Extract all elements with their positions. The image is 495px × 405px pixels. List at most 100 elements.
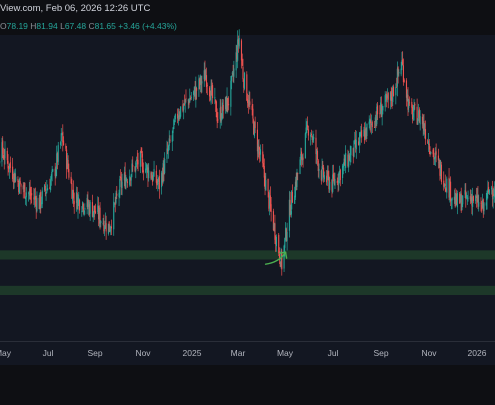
candle-346 bbox=[353, 140, 354, 157]
candle-body bbox=[284, 246, 285, 269]
plot-background bbox=[0, 35, 495, 341]
open-value: 78.19 bbox=[7, 21, 28, 31]
candle-body bbox=[271, 204, 272, 212]
candle-body bbox=[94, 206, 95, 213]
candle-body bbox=[487, 191, 488, 200]
candle-body bbox=[483, 203, 484, 211]
candle-body bbox=[17, 179, 18, 182]
candle-body bbox=[228, 104, 229, 105]
candle-body bbox=[311, 134, 312, 135]
candle-body bbox=[185, 98, 186, 99]
candle-body bbox=[333, 173, 334, 178]
candle-body bbox=[246, 74, 247, 100]
candle-body bbox=[313, 137, 314, 138]
candle-body bbox=[50, 180, 51, 191]
candle-body bbox=[4, 149, 5, 159]
candle-body bbox=[258, 146, 259, 150]
candle-body bbox=[119, 179, 120, 195]
candle-body bbox=[322, 166, 323, 179]
candle-body bbox=[265, 180, 266, 190]
x-tick-label: May bbox=[0, 348, 12, 358]
candle-body bbox=[308, 129, 309, 135]
candle-body bbox=[438, 156, 439, 161]
candle-body bbox=[473, 196, 474, 201]
candle-body bbox=[489, 190, 490, 194]
candle-body bbox=[260, 149, 261, 154]
candle-body bbox=[168, 146, 169, 151]
candle-body bbox=[135, 163, 136, 171]
candle-body bbox=[414, 105, 415, 111]
x-tick-label: Sep bbox=[373, 348, 388, 358]
candle-body bbox=[131, 175, 132, 181]
candle-body bbox=[480, 203, 481, 204]
candle-body bbox=[292, 192, 293, 203]
candle-body bbox=[307, 125, 308, 127]
candle-body bbox=[141, 150, 142, 153]
candle-body bbox=[409, 102, 410, 103]
candle-body bbox=[242, 59, 243, 65]
chart-source-line: View.com, Feb 06, 2026 12:26 UTC bbox=[0, 3, 150, 14]
candle-body bbox=[318, 169, 319, 171]
candle-body bbox=[10, 162, 11, 168]
candle-body bbox=[465, 191, 466, 199]
candle-body bbox=[36, 198, 37, 211]
candle-body bbox=[281, 252, 282, 270]
candle-body bbox=[388, 93, 389, 100]
candle-body bbox=[249, 101, 250, 104]
candle-body bbox=[467, 197, 468, 198]
candle-body bbox=[468, 198, 469, 199]
candle-body bbox=[180, 106, 181, 116]
candle-body bbox=[287, 232, 288, 241]
candle-body bbox=[450, 182, 451, 202]
candle-body bbox=[183, 106, 184, 110]
candle-body bbox=[52, 170, 53, 171]
candle-body bbox=[55, 170, 56, 177]
candle-body bbox=[26, 192, 27, 197]
candle-body bbox=[42, 191, 43, 204]
candle-217 bbox=[216, 100, 217, 117]
candle-body bbox=[239, 38, 240, 46]
candle-body bbox=[106, 223, 107, 231]
candle-body bbox=[377, 105, 378, 114]
candle-body bbox=[111, 226, 112, 228]
candle-body bbox=[262, 152, 263, 164]
candle-body bbox=[278, 235, 279, 253]
candle-295 bbox=[299, 157, 300, 174]
candle-body bbox=[356, 140, 357, 149]
candle-body bbox=[159, 176, 160, 189]
x-tick-label: Jul bbox=[43, 348, 54, 358]
candle-244 bbox=[244, 72, 245, 91]
candle-body bbox=[129, 176, 130, 185]
candle-body bbox=[63, 141, 64, 145]
candle-body bbox=[414, 104, 415, 105]
x-tick-label: 2025 bbox=[183, 348, 202, 358]
candle-body bbox=[148, 171, 149, 178]
candle-body bbox=[143, 170, 144, 172]
candle-body bbox=[268, 179, 269, 191]
x-tick-label: Sep bbox=[87, 348, 102, 358]
candle-body bbox=[446, 179, 447, 193]
candle-body bbox=[310, 135, 311, 137]
candle-body bbox=[7, 151, 8, 160]
candle-body bbox=[211, 86, 212, 103]
candle-body bbox=[81, 211, 82, 212]
candle-429 bbox=[441, 162, 442, 185]
candle-body bbox=[452, 198, 453, 201]
candle-body bbox=[322, 166, 323, 167]
candle-body bbox=[382, 106, 383, 111]
candle-body bbox=[132, 165, 133, 166]
candle-body bbox=[157, 183, 158, 184]
candle-body bbox=[15, 177, 16, 181]
candle-body bbox=[429, 144, 430, 150]
candle-body bbox=[126, 180, 127, 181]
candle-body bbox=[411, 102, 412, 108]
candle-body bbox=[361, 130, 362, 137]
x-tick-label: Nov bbox=[135, 348, 151, 358]
candle-body bbox=[58, 145, 59, 162]
candle-body bbox=[492, 190, 493, 197]
close-value: 81.65 bbox=[95, 21, 116, 31]
candle-body bbox=[401, 69, 402, 75]
candle-body bbox=[84, 211, 85, 212]
